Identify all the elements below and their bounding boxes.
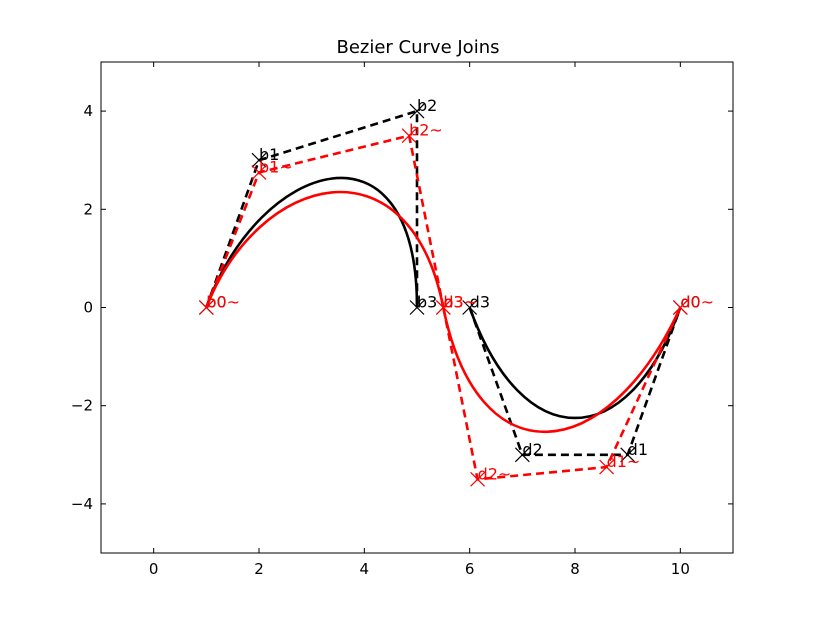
control-point-label: d2 <box>522 440 542 459</box>
bezier-curve <box>442 306 682 434</box>
control-point-label: d0 <box>680 293 700 312</box>
control-point-marker <box>251 152 267 168</box>
control-point-marker <box>409 300 425 315</box>
control-point-marker <box>401 128 417 144</box>
control-point-label: b3~ <box>443 293 477 312</box>
x-tick-label: 4 <box>360 560 370 578</box>
y-tick-label: 2 <box>83 200 93 218</box>
control-point-marker <box>198 300 214 315</box>
control-point-marker <box>470 471 485 487</box>
chart-title: Bezier Curve Joins <box>336 37 499 58</box>
control-point-label: b1 <box>259 145 279 164</box>
control-point-label: b3 <box>417 293 437 312</box>
x-tick-label: 6 <box>465 560 475 578</box>
bezier-curve <box>205 190 445 308</box>
control-point-label: b2 <box>417 96 437 115</box>
y-tick-label: −2 <box>71 397 93 415</box>
control-point-label: d0~ <box>680 293 714 312</box>
control-point-label: d3~ <box>443 293 477 312</box>
x-tick-label: 10 <box>671 560 690 578</box>
control-point-marker <box>599 459 615 475</box>
y-tick-label: 0 <box>83 299 93 317</box>
control-point-marker <box>251 165 267 180</box>
control-polygon <box>468 307 682 457</box>
control-point-label: d2~ <box>478 464 512 483</box>
control-point-label: b2~ <box>409 121 443 140</box>
x-tick-label: 8 <box>570 560 580 578</box>
control-point-label: d3 <box>470 293 490 312</box>
control-polygon <box>442 306 682 481</box>
bezier-curve <box>205 176 419 308</box>
control-point-marker <box>409 103 425 119</box>
y-tick-label: −4 <box>71 495 93 513</box>
control-point-marker <box>514 447 530 463</box>
control-point-marker <box>462 300 478 315</box>
control-point-label: b1~ <box>259 157 293 176</box>
x-tick-label: 0 <box>149 560 159 578</box>
control-point-marker <box>435 300 451 315</box>
control-point-marker <box>672 300 688 315</box>
control-polygon <box>205 134 445 308</box>
control-point-label: d1 <box>628 440 648 459</box>
y-tick-label: 4 <box>83 102 93 120</box>
x-tick-label: 2 <box>254 560 264 578</box>
control-point-label: d1~ <box>607 452 641 471</box>
control-point-label: b0~ <box>206 293 240 312</box>
control-point-marker <box>620 447 636 463</box>
control-polygon <box>205 109 419 308</box>
